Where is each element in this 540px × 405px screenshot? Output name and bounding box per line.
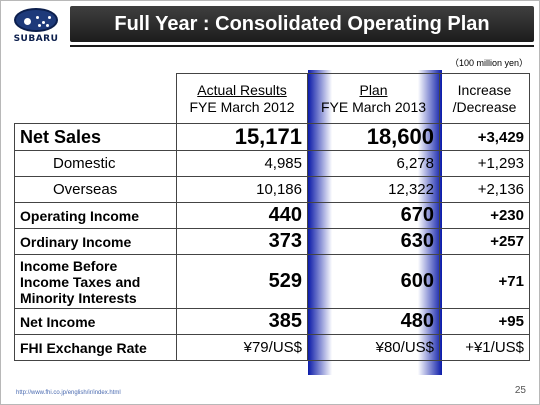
row-label: Net Income — [14, 308, 177, 335]
table-row-net-sales: Net Sales 15,171 18,600 +3,429 — [14, 123, 530, 151]
table-header-row: Actual Results FYE March 2012 Plan FYE M… — [14, 73, 530, 124]
header-blank-cell — [14, 73, 177, 124]
plan-value: 12,322 — [307, 176, 440, 203]
table-row-income-before-taxes: Income Before Income Taxes and Minority … — [14, 254, 530, 309]
actual-value: ¥79/US$ — [176, 334, 308, 361]
plan-value: 6,278 — [307, 150, 440, 177]
table-row-domestic: Domestic 4,985 6,278 +1,293 — [14, 150, 530, 177]
actual-value: 10,186 — [176, 176, 308, 203]
row-label: Overseas — [14, 176, 177, 203]
row-label: Operating Income — [14, 202, 177, 229]
actual-value: 385 — [176, 308, 308, 335]
actual-value: 529 — [176, 254, 308, 309]
table-row-exchange-rate: FHI Exchange Rate ¥79/US$ ¥80/US$ +¥1/US… — [14, 334, 530, 361]
operating-plan-table: Actual Results FYE March 2012 Plan FYE M… — [14, 73, 530, 361]
slide-title: Full Year : Consolidated Operating Plan — [70, 6, 534, 42]
header-actual-title: Actual Results — [197, 81, 287, 98]
actual-value: 15,171 — [176, 123, 308, 151]
plan-value: 670 — [307, 202, 440, 229]
row-label: Ordinary Income — [14, 228, 177, 255]
footer-url-link[interactable]: http://www.fhi.co.jp/english/ir/index.ht… — [16, 390, 121, 396]
change-value: +257 — [439, 228, 530, 255]
row-label: FHI Exchange Rate — [14, 334, 177, 361]
row-label: Domestic — [14, 150, 177, 177]
row-label: Income Before Income Taxes and Minority … — [14, 254, 177, 309]
table-row-operating-income: Operating Income 440 670 +230 — [14, 202, 530, 229]
header-plan-period: FYE March 2013 — [320, 98, 427, 115]
header-plan: Plan FYE March 2013 — [307, 73, 440, 124]
row-label-line: Income Before — [20, 257, 118, 274]
change-value: +1,293 — [439, 150, 530, 177]
title-divider — [70, 45, 534, 47]
plan-value: 480 — [307, 308, 440, 335]
change-value: +95 — [439, 308, 530, 335]
unit-label: （100 million yen） — [449, 58, 528, 68]
plan-value: 18,600 — [307, 123, 440, 151]
table-row-overseas: Overseas 10,186 12,322 +2,136 — [14, 176, 530, 203]
change-value: +3,429 — [439, 123, 530, 151]
actual-value: 373 — [176, 228, 308, 255]
table-row-ordinary-income: Ordinary Income 373 630 +257 — [14, 228, 530, 255]
change-value: +230 — [439, 202, 530, 229]
pleiades-emblem-icon — [14, 8, 58, 32]
page-number: 25 — [514, 385, 526, 396]
actual-value: 4,985 — [176, 150, 308, 177]
plan-value: 600 — [307, 254, 440, 309]
header-plan-title: Plan — [359, 81, 388, 98]
header-actual-period: FYE March 2012 — [189, 98, 295, 115]
actual-value: 440 — [176, 202, 308, 229]
row-label-line: Minority Interests — [20, 289, 137, 306]
plan-value: ¥80/US$ — [307, 334, 440, 361]
change-value: +71 — [439, 254, 530, 309]
header-actual: Actual Results FYE March 2012 — [176, 73, 308, 124]
header-change: Increase /Decrease — [439, 73, 530, 124]
change-value: +2,136 — [439, 176, 530, 203]
header-change-line2: /Decrease — [452, 98, 517, 115]
table-row-net-income: Net Income 385 480 +95 — [14, 308, 530, 335]
header-change-line1: Increase — [457, 81, 512, 98]
logo-wordmark: SUBARU — [13, 34, 59, 44]
subaru-logo: SUBARU — [6, 6, 66, 46]
row-label: Net Sales — [14, 123, 177, 151]
row-label-line: Income Taxes and — [20, 273, 141, 290]
change-value: +¥1/US$ — [439, 334, 530, 361]
plan-value: 630 — [307, 228, 440, 255]
